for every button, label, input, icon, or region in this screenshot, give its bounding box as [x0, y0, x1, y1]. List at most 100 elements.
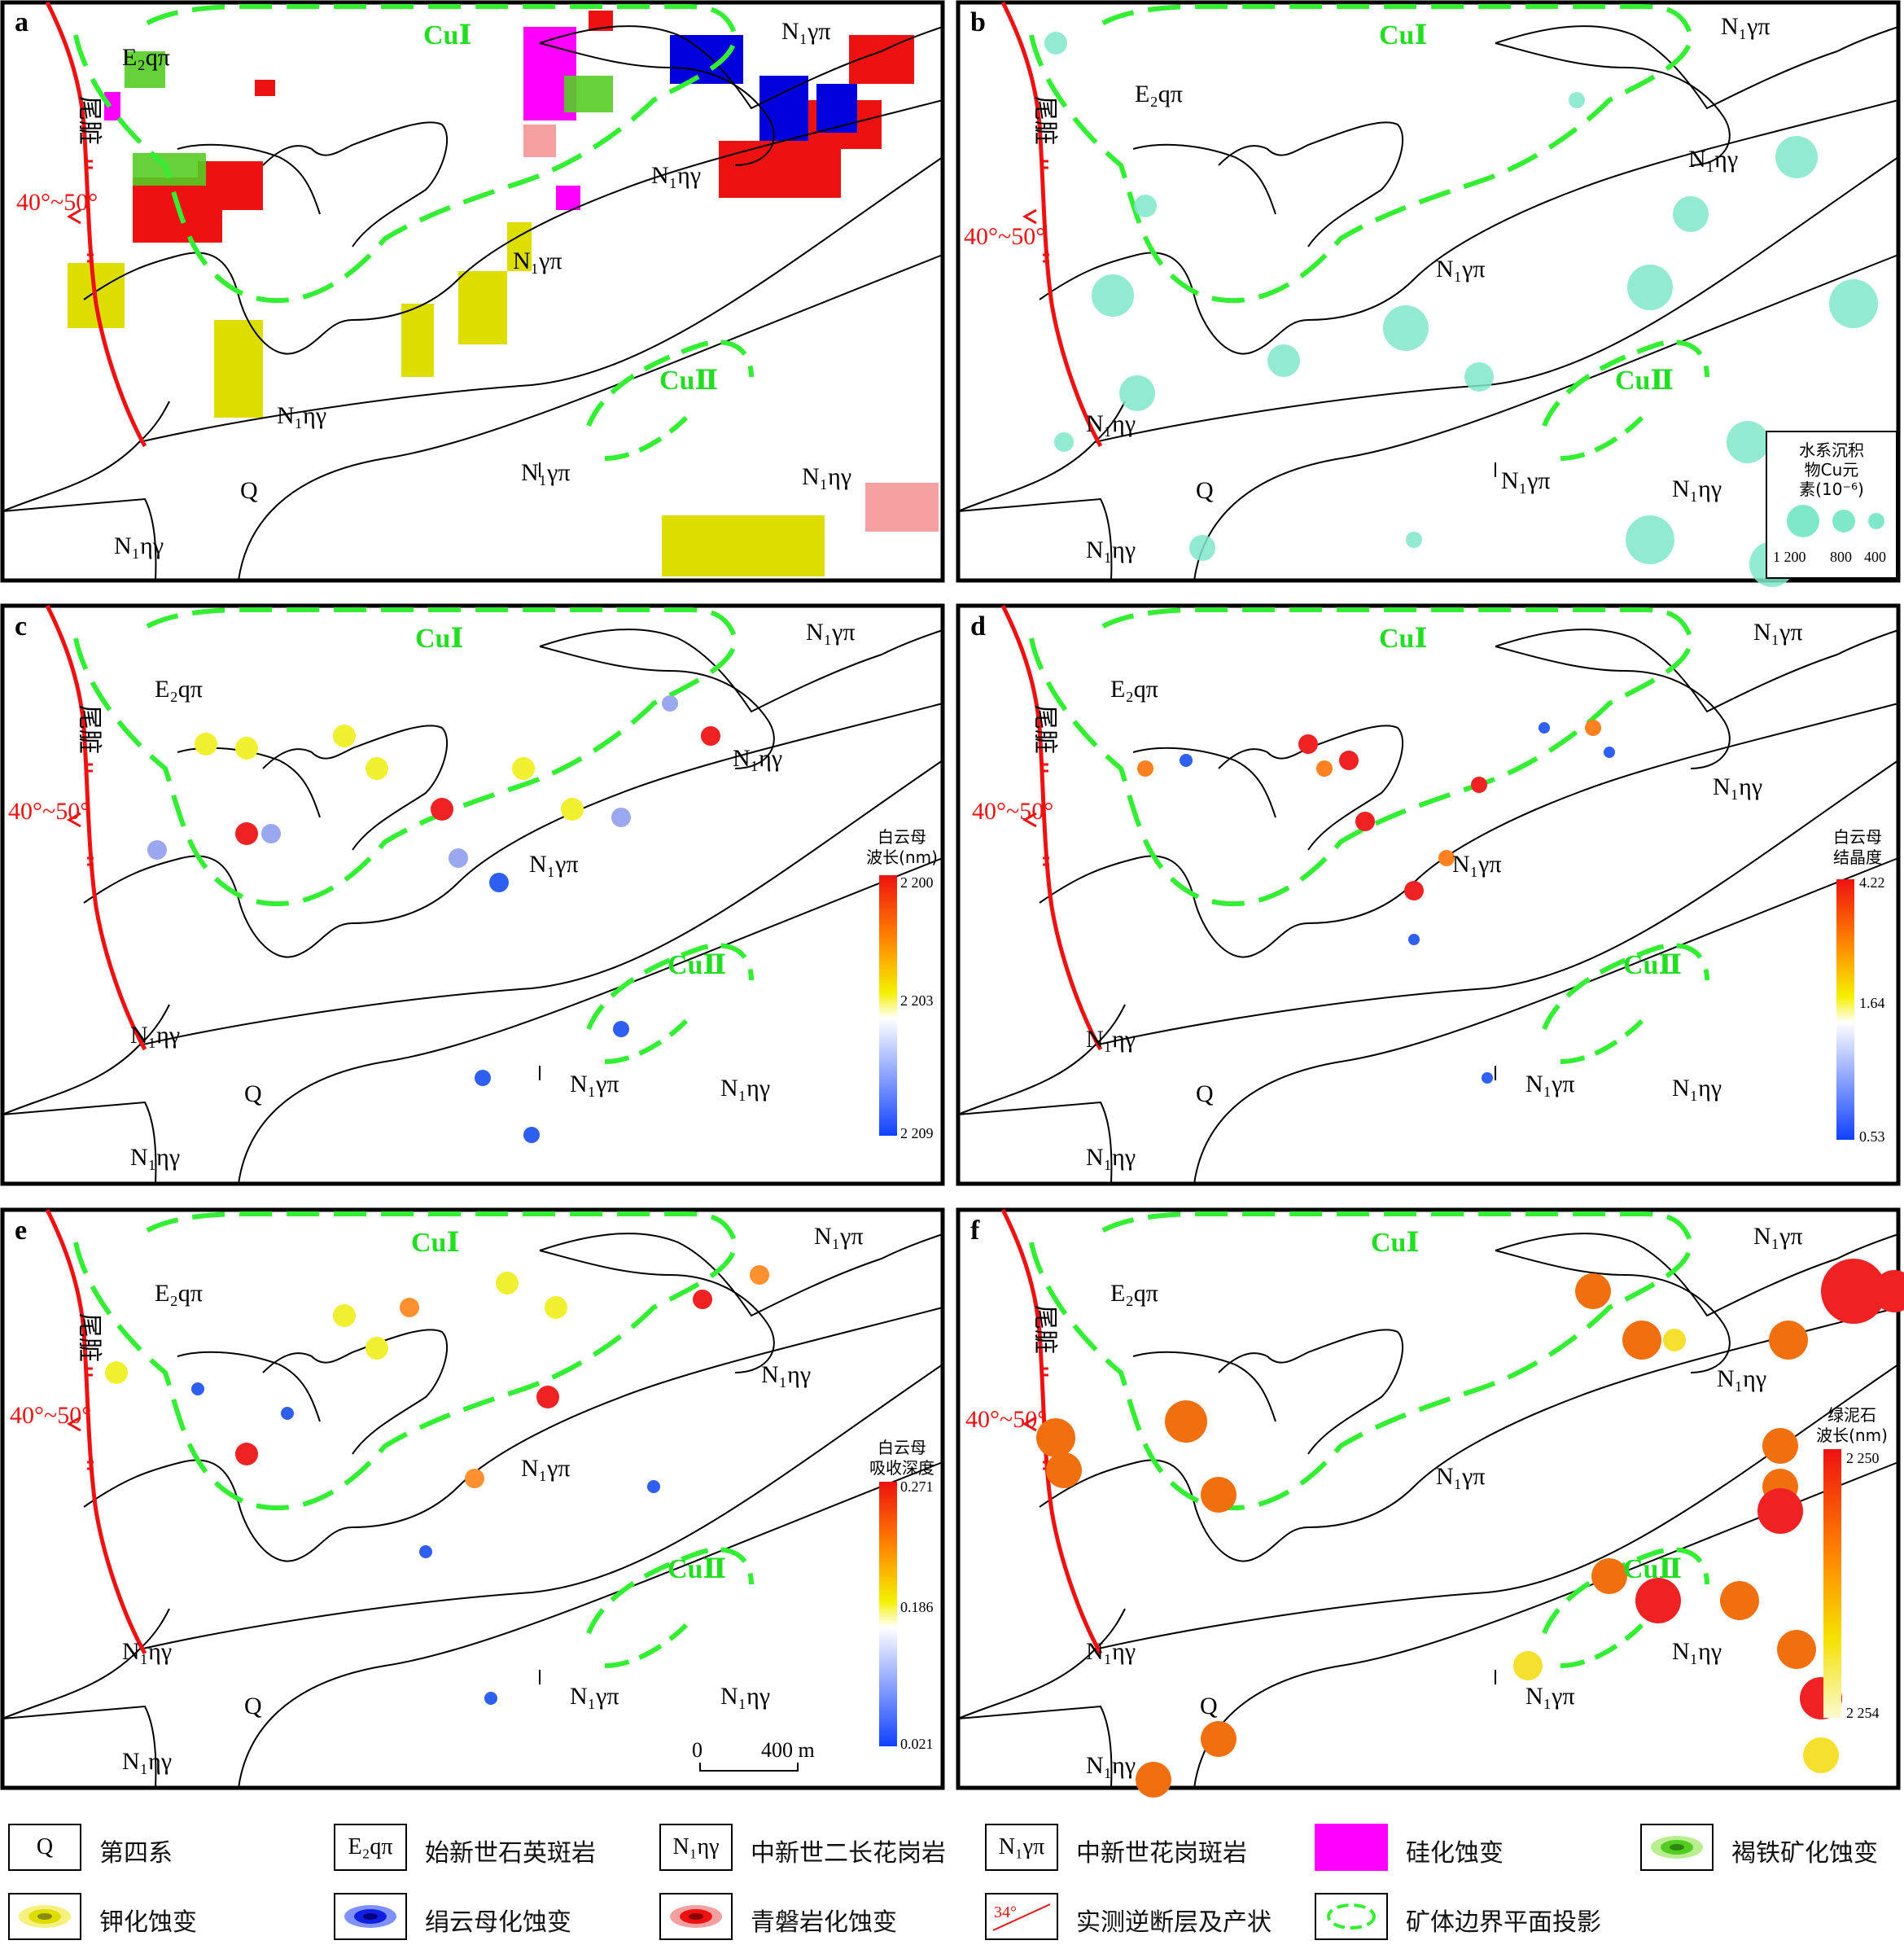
legend-swatch-n1nyg: N₁ηγ — [659, 1824, 733, 1871]
legend-label-thrust-fault: 实测逆断层及产状 — [1076, 1908, 1272, 1937]
fault-dip-label: 40°~50° — [10, 1402, 91, 1429]
n1nyg-label: N₁ηγ — [761, 1361, 811, 1388]
svg-text:0.53: 0.53 — [1859, 1128, 1885, 1145]
legend-swatch-n1ygpi: N₁γπ — [985, 1824, 1058, 1871]
svg-text:波长(nm): 波长(nm) — [1816, 1426, 1888, 1445]
n1nyg-label: N₁ηγ — [277, 402, 326, 429]
fault-name-label: 尾脏 — [75, 96, 103, 145]
q-label: Q — [240, 477, 258, 504]
legend-swatch-q: Q — [8, 1824, 81, 1871]
map-labels-c: CuⅠ CuⅡ E₂qπ N₁γπ N₁γπ N₁γπ N₁ηγ N₁ηγ N₁… — [8, 619, 856, 1171]
panel-b — [958, 2, 1898, 587]
n1ygpi-label: N₁γπ — [529, 851, 579, 878]
panel-letter-b: b — [970, 7, 986, 37]
q-label: Q — [1196, 477, 1214, 504]
n1nyg-label: N₁ηγ — [802, 463, 851, 490]
legend-label-n1nyg: 中新世二长花岗岩 — [751, 1839, 946, 1868]
cu1-label: CuⅠ — [1379, 624, 1427, 654]
n1ygpi-label: N₁γπ — [1753, 619, 1803, 646]
map-labels-f: CuⅠ CuⅡ E₂qπ N₁γπ N₁γπ N₁γπ N₁ηγ N₁ηγ N₁… — [965, 1223, 1803, 1779]
svg-text:0.021: 0.021 — [900, 1736, 934, 1752]
n1nyg-label: N₁ηγ — [1672, 1638, 1722, 1665]
svg-text:白云母: 白云母 — [878, 1438, 926, 1457]
n1ygpi-label: N₁γπ — [1501, 467, 1551, 494]
legend-label-e2qpi: 始新世石英斑岩 — [425, 1839, 596, 1868]
n1ygpi-label: N₁γπ — [1721, 13, 1771, 40]
q-label: Q — [244, 1080, 262, 1107]
legend-label-q: 第四系 — [99, 1839, 173, 1868]
legend-label-potassic: 钾化蚀变 — [99, 1908, 197, 1937]
legend-swatch-thrust-fault: 34° — [985, 1893, 1058, 1940]
n1nyg-label: N₁ηγ — [1717, 1365, 1766, 1392]
e2qpi-label: E₂qπ — [155, 676, 203, 703]
cu1-label: CuⅠ — [411, 1228, 459, 1258]
cu2-label: CuⅡ — [659, 366, 718, 396]
svg-text:1 200: 1 200 — [1773, 549, 1806, 565]
n1ygpi-label: N₁γπ — [1436, 256, 1486, 283]
n1nyg-label: N₁ηγ — [720, 1075, 770, 1102]
svg-text:34°: 34° — [994, 1903, 1017, 1921]
n1nyg-label: N₁ηγ — [1713, 773, 1762, 800]
n1nyg-label: N₁ηγ — [1086, 1638, 1136, 1665]
n1ygpi-label: N₁γπ — [513, 247, 562, 274]
n1ygpi-label: N₁γπ — [806, 619, 856, 646]
n1ygpi-label: N₁γπ — [1753, 1223, 1803, 1250]
panel-letter-d: d — [970, 611, 986, 642]
q-label: Q — [1196, 1080, 1214, 1107]
e2qpi-label: E₂qπ — [1135, 81, 1183, 107]
legend-label-orebody-boundary: 矿体边界平面投影 — [1406, 1908, 1601, 1937]
cu-sediment-circles — [1044, 32, 1878, 587]
cu2-label: CuⅡ — [1615, 366, 1674, 396]
svg-text:400 m: 400 m — [761, 1738, 815, 1762]
n1nyg-label: N₁ηγ — [114, 532, 164, 559]
muscovite-absorption-points — [105, 1265, 769, 1705]
map-labels-b: CuⅠ CuⅡ E₂qπ N₁γπ N₁γπ N₁γπ N₁ηγ N₁ηγ N₁… — [964, 13, 1771, 563]
q-label: Q — [244, 1693, 262, 1719]
n1nyg-label: N₁ηγ — [1086, 1026, 1136, 1053]
muscovite-crystallinity-points — [1137, 720, 1615, 1084]
fault-name-label: 尾脏 — [1031, 1305, 1059, 1354]
panel-f — [958, 1210, 1904, 1798]
svg-text:白云母: 白云母 — [878, 827, 926, 847]
legend-swatch-limonite — [1640, 1824, 1714, 1871]
n1nyg-label: N₁ηγ — [1086, 1752, 1136, 1779]
fault-name-label: 尾脏 — [1031, 705, 1059, 754]
n1nyg-label: N₁ηγ — [1086, 1144, 1136, 1171]
legend-label-sericite: 绢云母化蚀变 — [425, 1908, 571, 1937]
panel-letter-c: c — [15, 611, 27, 642]
n1ygpi-label: N₁γπ — [570, 1071, 619, 1097]
e2qpi-label: E₂qπ — [1110, 676, 1158, 703]
map-labels-d: CuⅠ CuⅡ E₂qπ N₁γπ N₁γπ N₁γπ N₁ηγ N₁ηγ N₁… — [972, 619, 1803, 1171]
fault-dip-label: 40°~50° — [16, 189, 98, 216]
panel-letter-f: f — [970, 1216, 980, 1246]
cu2-label: CuⅡ — [1623, 950, 1682, 980]
legend-swatch-silicification — [1315, 1824, 1388, 1871]
legend-swatch-sericite — [334, 1893, 407, 1940]
n1nyg-label: N₁ηγ — [130, 1022, 180, 1049]
n1nyg-label: N₁ηγ — [1672, 475, 1722, 502]
panel-e — [2, 1210, 943, 1788]
n1ygpi-label: N₁γπ — [1452, 851, 1502, 878]
svg-text:2 250: 2 250 — [1846, 1450, 1880, 1466]
legend-swatch-propylitic — [659, 1893, 733, 1940]
fault-dip-label: 40°~50° — [964, 223, 1045, 250]
fault-dip-label: 40°~50° — [8, 798, 90, 825]
chlorite-wavelength-points — [1036, 1259, 1904, 1798]
colorbar-f: 绿泥石 波长(nm) 2 250 2 254 — [1816, 1405, 1888, 1721]
svg-text:0: 0 — [692, 1738, 703, 1762]
fault-name-label: 尾脏 — [75, 1313, 103, 1362]
n1nyg-label: N₁ηγ — [122, 1748, 172, 1775]
cu1-label: CuⅠ — [423, 20, 471, 50]
svg-text:物Cu元: 物Cu元 — [1805, 460, 1859, 480]
n1ygpi-label: N₁γπ — [814, 1223, 864, 1250]
cu2-label: CuⅡ — [1623, 1554, 1682, 1584]
legend-label-limonite: 褐铁矿化蚀变 — [1731, 1839, 1878, 1868]
e2qpi-label: E₂qπ — [1110, 1280, 1158, 1307]
cu2-label: CuⅡ — [667, 1554, 726, 1584]
map-labels-a: CuⅠ CuⅡ E₂qπ N₁γπ N₁γπ N₁γπ N₁ηγ N₁ηγ N₁… — [16, 18, 851, 559]
svg-text:0.271: 0.271 — [900, 1478, 934, 1495]
legend-label-n1ygpi: 中新世花岗斑岩 — [1076, 1839, 1247, 1868]
panel-a — [2, 2, 943, 580]
muscovite-wavelength-points — [147, 695, 720, 1143]
